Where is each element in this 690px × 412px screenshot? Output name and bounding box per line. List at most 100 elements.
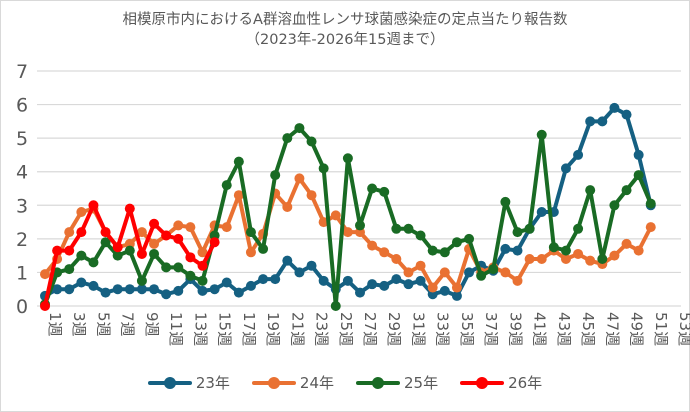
data-point: [342, 153, 353, 164]
data-point: [439, 267, 450, 278]
x-tick-label: 35週: [458, 312, 476, 346]
legend-marker-icon: [356, 376, 400, 389]
legend-item: 23年: [147, 372, 230, 393]
data-point: [379, 247, 390, 258]
x-tick-label: 37週: [482, 312, 500, 346]
data-point: [645, 198, 656, 209]
data-point: [488, 264, 499, 275]
x-tick-label: 31週: [409, 312, 427, 346]
data-point: [233, 287, 244, 298]
data-point: [464, 267, 475, 278]
legend-item: 24年: [251, 372, 334, 393]
data-point: [136, 248, 147, 259]
data-point: [391, 274, 402, 285]
data-point: [585, 116, 596, 127]
data-point: [136, 227, 147, 238]
data-point: [633, 149, 644, 160]
data-point: [609, 250, 620, 261]
data-point: [233, 156, 244, 167]
x-tick-label: 51週: [652, 312, 670, 346]
chart-title: 相模原市内におけるA群溶血性レンサ球菌感染症の定点当たり報告数: [122, 12, 568, 28]
data-point: [451, 237, 462, 248]
data-point: [403, 279, 414, 290]
data-point: [585, 185, 596, 196]
data-point: [294, 123, 305, 134]
data-point: [500, 243, 511, 254]
data-point: [621, 109, 632, 120]
data-point: [318, 217, 329, 228]
data-point: [245, 280, 256, 291]
data-point: [282, 133, 293, 144]
data-point: [64, 264, 75, 275]
x-tick-label: 33週: [434, 312, 452, 346]
data-point: [403, 267, 414, 278]
data-point: [258, 243, 269, 254]
y-tick-label: 3: [16, 195, 28, 217]
data-point: [536, 254, 547, 264]
data-point: [197, 275, 208, 286]
data-point: [439, 285, 450, 296]
x-tick-label: 47週: [603, 312, 621, 346]
data-point: [379, 280, 390, 291]
data-point: [100, 237, 111, 248]
x-tick-label: 29週: [385, 312, 403, 346]
legend: 23年 24年 25年 26年: [0, 372, 690, 393]
data-point: [112, 284, 123, 295]
data-point: [330, 210, 341, 221]
data-point: [306, 136, 317, 147]
data-point: [367, 240, 378, 251]
legend-label: 24年: [299, 374, 334, 392]
data-point: [88, 257, 99, 268]
data-point: [451, 290, 462, 301]
data-point: [88, 280, 99, 291]
x-tick-label: 27週: [361, 312, 379, 346]
y-tick-label: 2: [16, 229, 28, 251]
data-point: [40, 269, 50, 280]
data-point: [136, 284, 147, 295]
data-point: [294, 173, 305, 184]
data-point: [76, 250, 87, 261]
data-point: [560, 254, 571, 264]
legend-item: 26年: [460, 372, 542, 393]
data-point: [330, 301, 341, 311]
data-point: [645, 222, 656, 233]
data-point: [427, 282, 438, 293]
data-point: [245, 247, 256, 258]
x-tick-label: 9週: [143, 312, 161, 337]
y-tick-label: 1: [16, 262, 28, 284]
data-point: [536, 207, 547, 217]
y-tick-label: 5: [16, 128, 28, 150]
data-point: [609, 200, 620, 211]
data-point: [149, 248, 160, 259]
x-tick-label: 45週: [579, 312, 597, 346]
data-point: [76, 227, 87, 238]
y-tick-label: 6: [16, 95, 28, 117]
data-point: [185, 222, 196, 233]
data-point: [136, 275, 147, 286]
x-tick-label: 21週: [288, 312, 306, 346]
data-point: [633, 245, 644, 256]
data-point: [355, 220, 365, 231]
data-point: [88, 200, 99, 211]
data-point: [512, 245, 523, 256]
data-point: [173, 262, 184, 273]
data-point: [282, 255, 293, 266]
data-point: [415, 260, 426, 271]
data-point: [391, 254, 402, 264]
x-tick-label: 11週: [167, 312, 185, 346]
data-point: [306, 190, 317, 201]
data-point: [464, 233, 475, 244]
data-point: [149, 284, 160, 295]
data-point: [597, 254, 608, 264]
data-point: [197, 285, 208, 296]
data-point: [367, 183, 378, 194]
data-point: [270, 170, 281, 181]
y-tick-label: 4: [16, 162, 28, 184]
legend-marker-icon: [147, 376, 192, 389]
legend-label: 23年: [195, 374, 230, 392]
x-tick-label: 43週: [555, 312, 573, 346]
y-tick-label: 7: [16, 61, 28, 83]
legend-marker-icon: [251, 376, 296, 389]
data-point: [318, 163, 329, 174]
